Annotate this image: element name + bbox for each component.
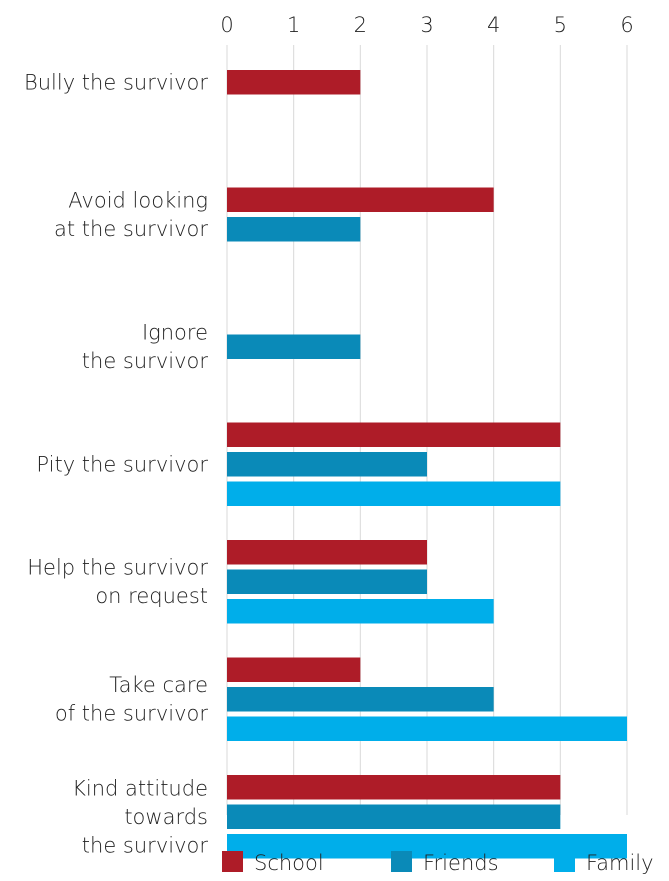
legend-label: Friends <box>423 851 499 875</box>
category-label-line: Ignore <box>142 321 208 345</box>
category-label: Bully the survivor <box>24 70 208 94</box>
bar-school <box>227 775 561 800</box>
category-labels: Bully the survivor Avoid looking at the su… <box>24 70 208 857</box>
legend-label: School <box>254 851 324 875</box>
legend-swatch <box>554 851 575 872</box>
legend-swatch <box>391 851 412 872</box>
category-label: Avoid looking at the survivor <box>54 188 208 241</box>
bar-school <box>227 657 361 682</box>
legend-item-school: School <box>222 851 324 875</box>
category-label: Kind attitude towards the survivor <box>72 776 208 857</box>
category-label-line: Avoid looking <box>68 188 208 212</box>
x-tick-label: 3 <box>420 13 433 37</box>
bar-family <box>227 481 561 506</box>
category-label-line: on request <box>95 584 208 608</box>
category-label-line: towards <box>124 805 208 829</box>
x-axis-ticks: 0 1 2 3 4 5 6 <box>220 13 633 37</box>
bar-school <box>227 540 427 565</box>
x-tick-label: 2 <box>354 13 367 37</box>
legend-label: Family <box>586 851 654 875</box>
bar-friends <box>227 217 361 242</box>
x-tick-label: 4 <box>487 13 500 37</box>
category-label: Pity the survivor <box>36 452 208 476</box>
legend: School Friends Family <box>222 851 654 875</box>
bar-friends <box>227 334 361 359</box>
category-label-line: Help the survivor <box>27 556 208 580</box>
x-tick-label: 0 <box>220 13 233 37</box>
bars <box>227 70 627 859</box>
bar-friends <box>227 452 427 477</box>
bar-school <box>227 70 361 95</box>
category-label-line: Kind attitude <box>72 776 208 800</box>
bar-friends <box>227 687 494 712</box>
legend-swatch <box>222 851 243 872</box>
category-label: Help the survivor on request <box>27 556 208 609</box>
legend-item-family: Family <box>554 851 654 875</box>
x-tick-label: 6 <box>620 13 633 37</box>
bar-friends <box>227 569 427 594</box>
x-tick-label: 5 <box>554 13 567 37</box>
bar-school <box>227 187 494 212</box>
bar-family <box>227 599 494 624</box>
category-label: Take care of the survivor <box>55 673 208 726</box>
category-label-line: Pity the survivor <box>36 452 208 476</box>
bar-school <box>227 422 561 447</box>
category-label-line: at the survivor <box>54 217 208 241</box>
category-label-line: Bully the survivor <box>24 70 208 94</box>
category-label-line: of the survivor <box>55 702 208 726</box>
category-label-line: the survivor <box>82 833 209 857</box>
category-label: Ignore the survivor <box>82 321 209 374</box>
bar-family <box>227 716 627 741</box>
bar-friends <box>227 804 561 829</box>
category-label-line: Take care <box>109 673 208 697</box>
category-label-line: the survivor <box>82 349 209 373</box>
legend-item-friends: Friends <box>391 851 499 875</box>
x-tick-label: 1 <box>287 13 300 37</box>
